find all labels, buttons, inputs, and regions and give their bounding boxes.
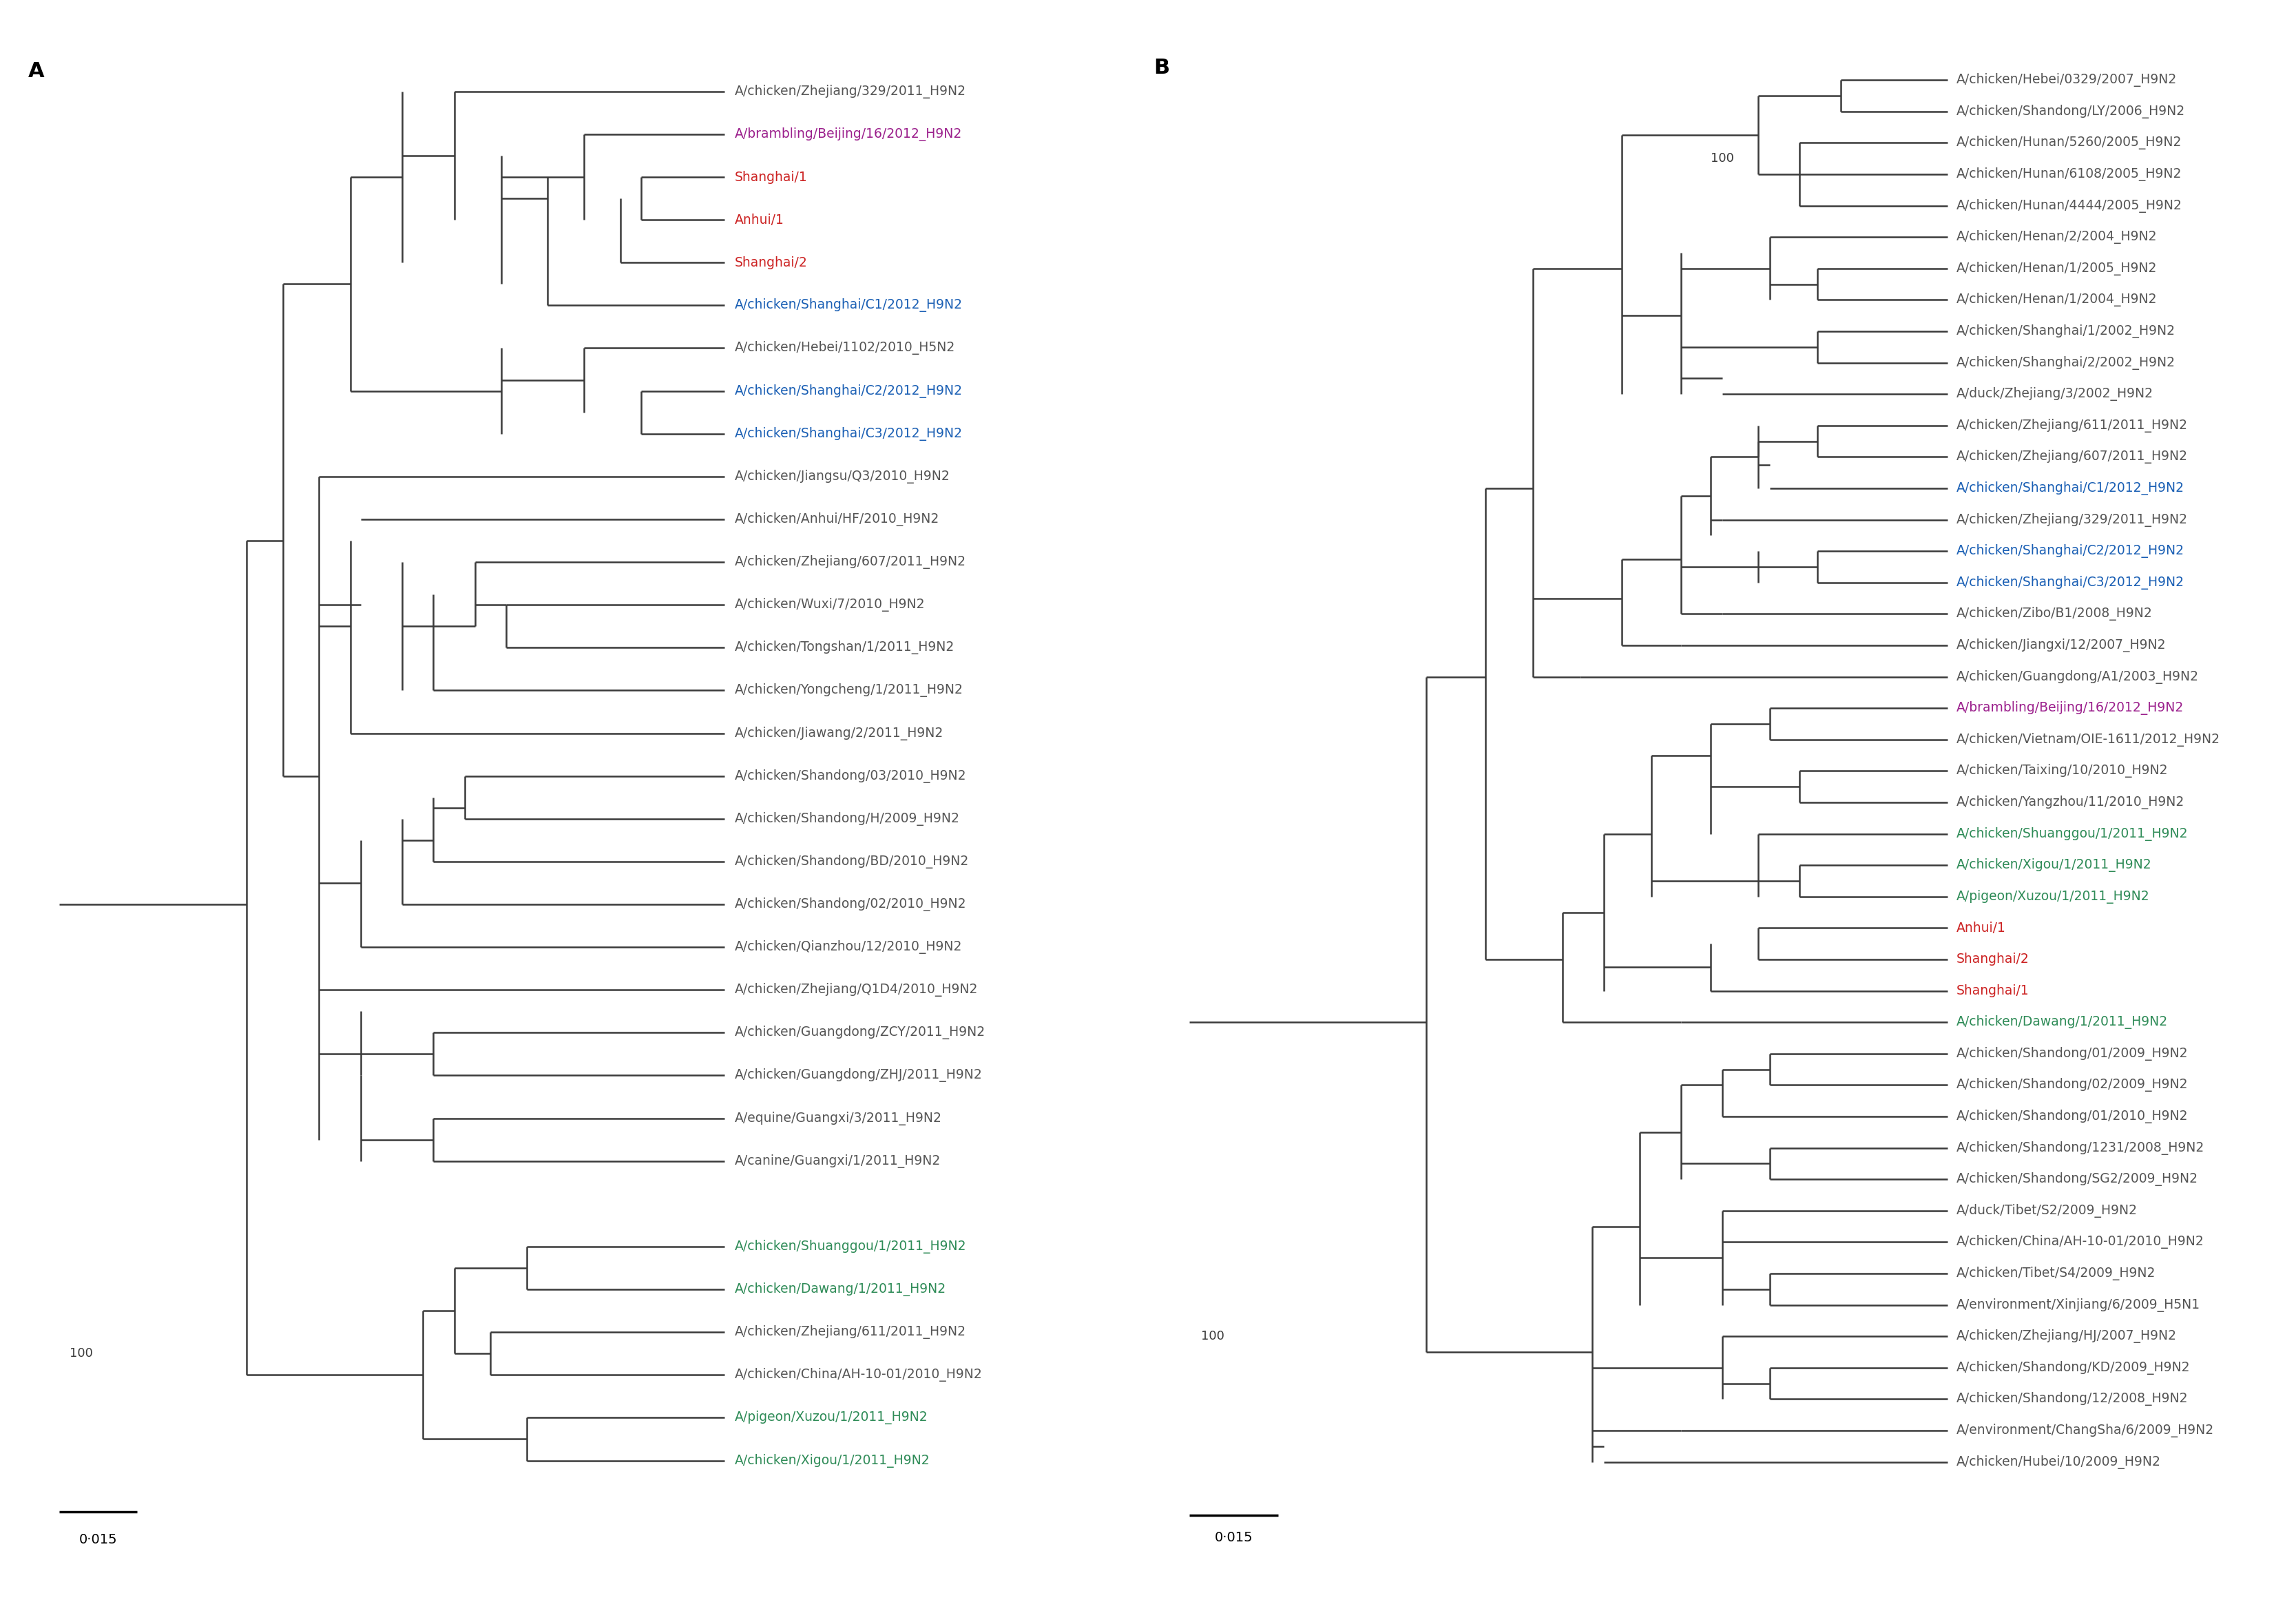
Text: A/chicken/Zhejiang/Q1D4/2010_H9N2: A/chicken/Zhejiang/Q1D4/2010_H9N2 (735, 983, 978, 998)
Text: A/chicken/Hunan/5260/2005_H9N2: A/chicken/Hunan/5260/2005_H9N2 (1956, 136, 2181, 149)
Text: A/chicken/Guangdong/A1/2003_H9N2: A/chicken/Guangdong/A1/2003_H9N2 (1956, 670, 2200, 683)
Text: A/chicken/Shandong/03/2010_H9N2: A/chicken/Shandong/03/2010_H9N2 (735, 769, 967, 783)
Text: A/chicken/Guangdong/ZCY/2011_H9N2: A/chicken/Guangdong/ZCY/2011_H9N2 (735, 1025, 985, 1040)
Text: A/chicken/Shanghai/1/2002_H9N2: A/chicken/Shanghai/1/2002_H9N2 (1956, 324, 2174, 339)
Text: A/chicken/Henan/1/2005_H9N2: A/chicken/Henan/1/2005_H9N2 (1956, 261, 2156, 276)
Text: 0·015: 0·015 (1215, 1531, 1254, 1544)
Text: A/chicken/Shandong/1231/2008_H9N2: A/chicken/Shandong/1231/2008_H9N2 (1956, 1140, 2204, 1155)
Text: A/chicken/Shanghai/C1/2012_H9N2: A/chicken/Shanghai/C1/2012_H9N2 (1956, 482, 2183, 495)
Text: A/chicken/China/AH-10-01/2010_H9N2: A/chicken/China/AH-10-01/2010_H9N2 (735, 1367, 983, 1382)
Text: A/chicken/Hebei/0329/2007_H9N2: A/chicken/Hebei/0329/2007_H9N2 (1956, 73, 2177, 88)
Text: A/chicken/Anhui/HF/2010_H9N2: A/chicken/Anhui/HF/2010_H9N2 (735, 513, 939, 526)
Text: A/duck/Zhejiang/3/2002_H9N2: A/duck/Zhejiang/3/2002_H9N2 (1956, 388, 2154, 401)
Text: A/chicken/Shandong/01/2010_H9N2: A/chicken/Shandong/01/2010_H9N2 (1956, 1109, 2188, 1124)
Text: A/chicken/China/AH-10-01/2010_H9N2: A/chicken/China/AH-10-01/2010_H9N2 (1956, 1234, 2204, 1249)
Text: A/chicken/Shanghai/C2/2012_H9N2: A/chicken/Shanghai/C2/2012_H9N2 (1956, 545, 2183, 558)
Text: A/chicken/Vietnam/OIE-1611/2012_H9N2: A/chicken/Vietnam/OIE-1611/2012_H9N2 (1956, 733, 2220, 746)
Text: A/chicken/Shandong/KD/2009_H9N2: A/chicken/Shandong/KD/2009_H9N2 (1956, 1361, 2190, 1374)
Text: A/chicken/Taixing/10/2010_H9N2: A/chicken/Taixing/10/2010_H9N2 (1956, 764, 2167, 779)
Text: A/chicken/Shanghai/C2/2012_H9N2: A/chicken/Shanghai/C2/2012_H9N2 (735, 384, 962, 397)
Text: A/pigeon/Xuzou/1/2011_H9N2: A/pigeon/Xuzou/1/2011_H9N2 (735, 1411, 928, 1424)
Text: 100: 100 (1711, 152, 1733, 165)
Text: A/canine/Guangxi/1/2011_H9N2: A/canine/Guangxi/1/2011_H9N2 (735, 1155, 941, 1168)
Text: A/chicken/Yangzhou/11/2010_H9N2: A/chicken/Yangzhou/11/2010_H9N2 (1956, 795, 2183, 809)
Text: B: B (1155, 58, 1171, 78)
Text: A/chicken/Shanghai/2/2002_H9N2: A/chicken/Shanghai/2/2002_H9N2 (1956, 355, 2174, 370)
Text: A/chicken/Shandong/SG2/2009_H9N2: A/chicken/Shandong/SG2/2009_H9N2 (1956, 1173, 2197, 1186)
Text: 0·015: 0·015 (78, 1533, 117, 1546)
Text: A/chicken/Xigou/1/2011_H9N2: A/chicken/Xigou/1/2011_H9N2 (1956, 858, 2151, 873)
Text: A/environment/ChangSha/6/2009_H9N2: A/environment/ChangSha/6/2009_H9N2 (1956, 1424, 2213, 1437)
Text: A/pigeon/Xuzou/1/2011_H9N2: A/pigeon/Xuzou/1/2011_H9N2 (1956, 890, 2149, 903)
Text: A/brambling/Beijing/16/2012_H9N2: A/brambling/Beijing/16/2012_H9N2 (1956, 701, 2183, 715)
Text: A/chicken/Zhejiang/611/2011_H9N2: A/chicken/Zhejiang/611/2011_H9N2 (1956, 418, 2188, 433)
Text: A/brambling/Beijing/16/2012_H9N2: A/brambling/Beijing/16/2012_H9N2 (735, 128, 962, 141)
Text: A: A (28, 62, 44, 81)
Text: A/chicken/Hubei/10/2009_H9N2: A/chicken/Hubei/10/2009_H9N2 (1956, 1455, 2161, 1470)
Text: Shanghai/2: Shanghai/2 (1956, 952, 2030, 967)
Text: A/chicken/Shandong/H/2009_H9N2: A/chicken/Shandong/H/2009_H9N2 (735, 813, 960, 826)
Text: 100: 100 (1201, 1330, 1224, 1343)
Text: A/chicken/Yongcheng/1/2011_H9N2: A/chicken/Yongcheng/1/2011_H9N2 (735, 683, 964, 697)
Text: A/chicken/Shandong/02/2009_H9N2: A/chicken/Shandong/02/2009_H9N2 (1956, 1079, 2188, 1092)
Text: A/chicken/Dawang/1/2011_H9N2: A/chicken/Dawang/1/2011_H9N2 (1956, 1015, 2167, 1028)
Text: A/chicken/Shandong/LY/2006_H9N2: A/chicken/Shandong/LY/2006_H9N2 (1956, 104, 2186, 118)
Text: A/chicken/Zhejiang/329/2011_H9N2: A/chicken/Zhejiang/329/2011_H9N2 (1956, 513, 2188, 527)
Text: A/chicken/Qianzhou/12/2010_H9N2: A/chicken/Qianzhou/12/2010_H9N2 (735, 941, 962, 954)
Text: A/chicken/Wuxi/7/2010_H9N2: A/chicken/Wuxi/7/2010_H9N2 (735, 599, 925, 611)
Text: A/chicken/Shanghai/C3/2012_H9N2: A/chicken/Shanghai/C3/2012_H9N2 (1956, 576, 2183, 589)
Text: A/chicken/Hunan/6108/2005_H9N2: A/chicken/Hunan/6108/2005_H9N2 (1956, 167, 2181, 182)
Text: 100: 100 (69, 1348, 94, 1359)
Text: A/chicken/Shuanggou/1/2011_H9N2: A/chicken/Shuanggou/1/2011_H9N2 (735, 1239, 967, 1254)
Text: A/chicken/Xigou/1/2011_H9N2: A/chicken/Xigou/1/2011_H9N2 (735, 1453, 930, 1468)
Text: Shanghai/1: Shanghai/1 (735, 170, 808, 183)
Text: A/chicken/Tongshan/1/2011_H9N2: A/chicken/Tongshan/1/2011_H9N2 (735, 641, 955, 655)
Text: A/chicken/Jiawang/2/2011_H9N2: A/chicken/Jiawang/2/2011_H9N2 (735, 727, 944, 740)
Text: A/chicken/Hunan/4444/2005_H9N2: A/chicken/Hunan/4444/2005_H9N2 (1956, 200, 2181, 212)
Text: A/chicken/Zibo/B1/2008_H9N2: A/chicken/Zibo/B1/2008_H9N2 (1956, 607, 2151, 621)
Text: A/chicken/Shandong/BD/2010_H9N2: A/chicken/Shandong/BD/2010_H9N2 (735, 855, 969, 868)
Text: A/chicken/Zhejiang/607/2011_H9N2: A/chicken/Zhejiang/607/2011_H9N2 (735, 555, 967, 569)
Text: Anhui/1: Anhui/1 (1956, 921, 2007, 934)
Text: A/chicken/Shandong/02/2010_H9N2: A/chicken/Shandong/02/2010_H9N2 (735, 897, 967, 912)
Text: A/chicken/Shandong/12/2008_H9N2: A/chicken/Shandong/12/2008_H9N2 (1956, 1392, 2188, 1406)
Text: A/chicken/Hebei/1102/2010_H5N2: A/chicken/Hebei/1102/2010_H5N2 (735, 341, 955, 355)
Text: A/chicken/Zhejiang/607/2011_H9N2: A/chicken/Zhejiang/607/2011_H9N2 (1956, 449, 2188, 464)
Text: A/duck/Tibet/S2/2009_H9N2: A/duck/Tibet/S2/2009_H9N2 (1956, 1204, 2138, 1218)
Text: A/chicken/Zhejiang/611/2011_H9N2: A/chicken/Zhejiang/611/2011_H9N2 (735, 1325, 967, 1340)
Text: A/equine/Guangxi/3/2011_H9N2: A/equine/Guangxi/3/2011_H9N2 (735, 1111, 941, 1126)
Text: A/chicken/Zhejiang/329/2011_H9N2: A/chicken/Zhejiang/329/2011_H9N2 (735, 84, 967, 99)
Text: A/chicken/Tibet/S4/2009_H9N2: A/chicken/Tibet/S4/2009_H9N2 (1956, 1267, 2156, 1280)
Text: A/chicken/Henan/2/2004_H9N2: A/chicken/Henan/2/2004_H9N2 (1956, 230, 2156, 243)
Text: Anhui/1: Anhui/1 (735, 212, 785, 227)
Text: A/chicken/Shuanggou/1/2011_H9N2: A/chicken/Shuanggou/1/2011_H9N2 (1956, 827, 2188, 840)
Text: A/chicken/Jiangsu/Q3/2010_H9N2: A/chicken/Jiangsu/Q3/2010_H9N2 (735, 470, 951, 483)
Text: A/chicken/Shanghai/C3/2012_H9N2: A/chicken/Shanghai/C3/2012_H9N2 (735, 427, 962, 441)
Text: A/chicken/Shanghai/C1/2012_H9N2: A/chicken/Shanghai/C1/2012_H9N2 (735, 298, 962, 313)
Text: A/environment/Xinjiang/6/2009_H5N1: A/environment/Xinjiang/6/2009_H5N1 (1956, 1298, 2200, 1312)
Text: A/chicken/Guangdong/ZHJ/2011_H9N2: A/chicken/Guangdong/ZHJ/2011_H9N2 (735, 1069, 983, 1082)
Text: A/chicken/Shandong/01/2009_H9N2: A/chicken/Shandong/01/2009_H9N2 (1956, 1046, 2188, 1061)
Text: A/chicken/Zhejiang/HJ/2007_H9N2: A/chicken/Zhejiang/HJ/2007_H9N2 (1956, 1330, 2177, 1343)
Text: A/chicken/Henan/1/2004_H9N2: A/chicken/Henan/1/2004_H9N2 (1956, 294, 2156, 307)
Text: A/chicken/Jiangxi/12/2007_H9N2: A/chicken/Jiangxi/12/2007_H9N2 (1956, 639, 2165, 652)
Text: A/chicken/Dawang/1/2011_H9N2: A/chicken/Dawang/1/2011_H9N2 (735, 1283, 946, 1296)
Text: Shanghai/1: Shanghai/1 (1956, 985, 2030, 998)
Text: Shanghai/2: Shanghai/2 (735, 256, 808, 269)
